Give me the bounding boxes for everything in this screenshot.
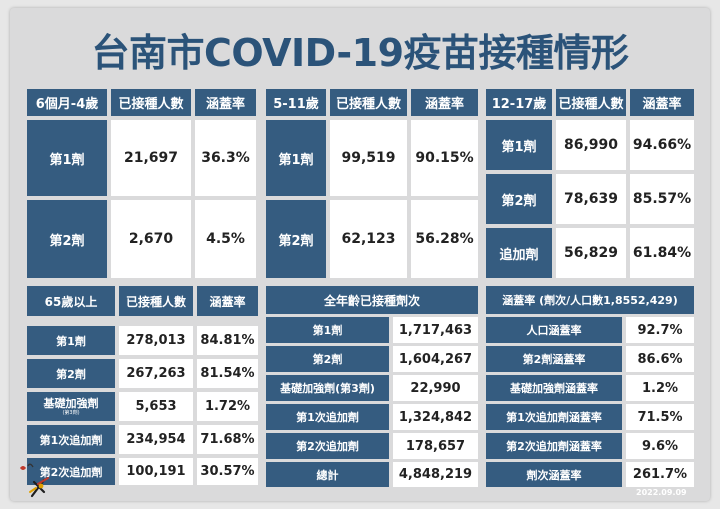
coverage-header: 涵蓋率 (劑次/人口數1,8552,429) (486, 286, 694, 314)
rate-value: 56.28% (411, 200, 478, 278)
count-value: 234,954 (119, 425, 193, 454)
total-label: 總計 (266, 462, 389, 487)
count-value: 1,717,463 (393, 317, 478, 343)
rate-value: 85.57% (630, 174, 694, 224)
coverage-value: 86.6% (626, 346, 694, 372)
coverage-label: 第2劑涵蓋率 (486, 346, 622, 372)
dose-label: 第2次追加劑 (266, 433, 389, 459)
total-value: 4,848,219 (393, 462, 478, 487)
coverage-label: 基礎加強劑涵蓋率 (486, 375, 622, 401)
age-group-header: 6個月-4歲 (27, 89, 107, 116)
dose-label: 第2劑 (27, 200, 107, 278)
count-value: 56,829 (556, 228, 626, 278)
count-header: 已接種人數 (556, 89, 626, 116)
dose-label: 追加劑 (486, 228, 552, 278)
rate-value: 61.84% (630, 228, 694, 278)
coverage-label: 劑次涵蓋率 (486, 462, 622, 487)
age-group-header: 5-11歲 (266, 89, 326, 116)
dose-label: 第1次追加劑 (27, 425, 115, 454)
rate-value: 36.3% (195, 120, 256, 196)
coverage-label: 第2次追加劑涵蓋率 (486, 433, 622, 459)
count-value: 1,604,267 (393, 346, 478, 372)
count-value: 2,670 (111, 200, 191, 278)
rate-header: 涵蓋率 (411, 89, 478, 116)
dose-label: 第1劑 (27, 120, 107, 196)
dose-label: 基礎加強劑(第3劑) (266, 375, 389, 401)
age-group-header: 12-17歲 (486, 89, 552, 116)
dose-label: 第1劑 (266, 120, 326, 196)
coverage-value: 261.7% (626, 462, 694, 487)
page-title: 台南市COVID-19疫苗接種情形 (91, 31, 629, 75)
rate-header: 涵蓋率 (630, 89, 694, 116)
dose-label: 第2次追加劑 (27, 458, 115, 485)
count-value: 99,519 (330, 120, 407, 196)
coverage-label: 第1次追加劑涵蓋率 (486, 404, 622, 430)
count-value: 21,697 (111, 120, 191, 196)
dose-label: 基礎加強劑 (43, 396, 99, 410)
count-value: 100,191 (119, 458, 193, 485)
count-header: 已接種人數 (119, 286, 193, 316)
rate-header: 涵蓋率 (195, 89, 256, 116)
rate-value: 4.5% (195, 200, 256, 278)
rate-header: 涵蓋率 (197, 286, 258, 316)
count-value: 278,013 (119, 326, 193, 355)
dose-label: 第2劑 (27, 359, 115, 388)
rate-value: 30.57% (197, 458, 258, 485)
coverage-label: 人口涵蓋率 (486, 317, 622, 343)
rate-value: 84.81% (197, 326, 258, 355)
dose-label: 第2劑 (266, 346, 389, 372)
rate-value: 71.68% (197, 425, 258, 454)
dose-label: 第1次追加劑 (266, 404, 389, 430)
count-value: 78,639 (556, 174, 626, 224)
dose-label: 第2劑 (266, 200, 326, 278)
dose-label: 第2劑 (486, 174, 552, 224)
city-logo (20, 463, 49, 498)
dose-label-booster: 基礎加強劑 (第3劑) (27, 392, 115, 421)
coverage-value: 9.6% (626, 433, 694, 459)
count-value: 22,990 (393, 375, 478, 401)
dose-label: 第1劑 (27, 326, 115, 355)
count-value: 178,657 (393, 433, 478, 459)
dose-label: 第1劑 (266, 317, 389, 343)
count-value: 1,324,842 (393, 404, 478, 430)
all-doses-header: 全年齡已接種劑次 (266, 286, 478, 314)
dose-label: 第1劑 (486, 120, 552, 170)
count-value: 86,990 (556, 120, 626, 170)
coverage-value: 71.5% (626, 404, 694, 430)
coverage-value: 92.7% (626, 317, 694, 343)
rate-value: 90.15% (411, 120, 478, 196)
dose-note: (第3劑) (62, 409, 80, 416)
count-value: 5,653 (119, 392, 193, 421)
count-value: 62,123 (330, 200, 407, 278)
rate-value: 94.66% (630, 120, 694, 170)
age-group-header: 65歲以上 (27, 286, 115, 316)
date-label: 2022.09.09 (636, 488, 687, 497)
rate-value: 81.54% (197, 359, 258, 388)
count-value: 267,263 (119, 359, 193, 388)
rate-value: 1.72% (197, 392, 258, 421)
coverage-value: 1.2% (626, 375, 694, 401)
count-header: 已接種人數 (330, 89, 407, 116)
count-header: 已接種人數 (111, 89, 191, 116)
